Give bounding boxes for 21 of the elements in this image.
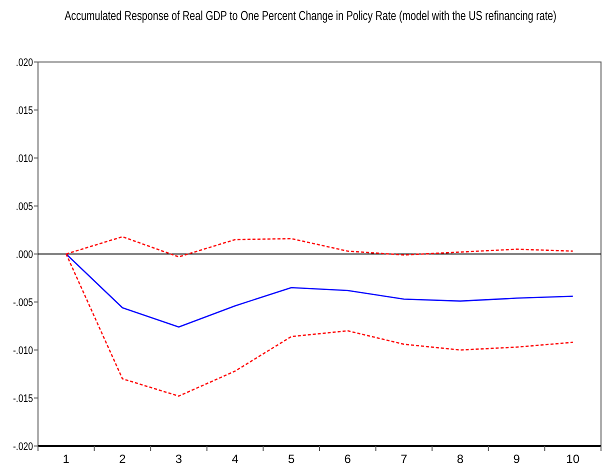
y-tick-label: .015 — [16, 105, 34, 118]
y-tick-label: .005 — [16, 201, 34, 214]
x-tick-label: 2 — [119, 452, 126, 466]
x-tick-label: 9 — [513, 452, 520, 466]
x-tick-label: 3 — [175, 452, 182, 466]
x-tick-label: 8 — [456, 452, 464, 466]
chart-title: Accumulated Response of Real GDP to One Percent Change in Policy Rate (model with the US refinancing rate) — [64, 10, 557, 24]
line-series — [66, 253, 574, 328]
x-tick-label: 1 — [62, 452, 70, 466]
x-tick-label: 6 — [344, 452, 352, 466]
y-tick-label: -.020 — [12, 441, 34, 454]
y-tick-label: .010 — [16, 153, 34, 166]
y-tick-label: -.005 — [12, 297, 34, 310]
x-tick-label: 4 — [232, 452, 239, 466]
y-tick-label: .000 — [16, 249, 34, 262]
y-tick-label: -.010 — [12, 345, 34, 358]
x-tick-label: 5 — [288, 452, 296, 466]
x-tick-label: 7 — [400, 452, 408, 466]
x-tick-label: 10 — [566, 452, 580, 466]
y-tick-label: .020 — [16, 57, 34, 70]
y-tick-label: -.015 — [12, 393, 34, 406]
